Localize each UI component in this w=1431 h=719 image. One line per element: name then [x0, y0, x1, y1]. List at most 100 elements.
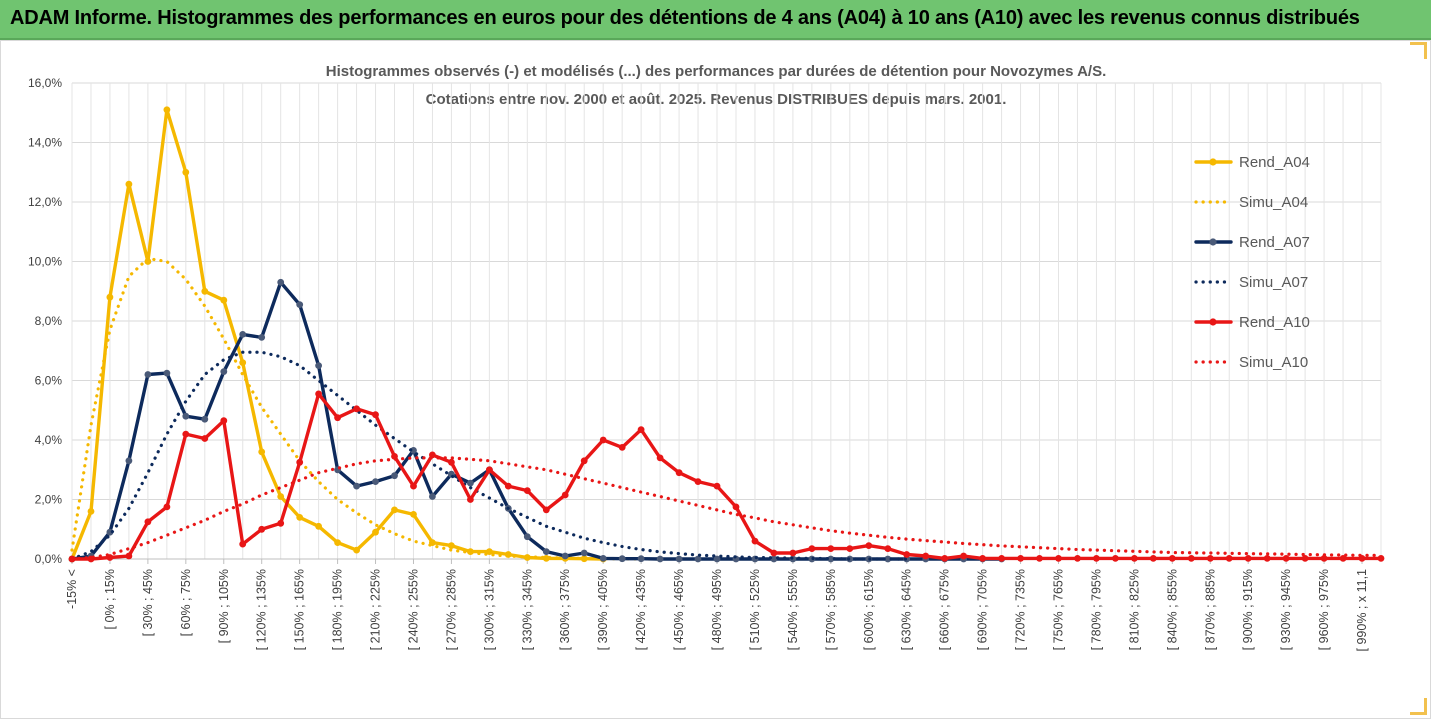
data-point: [1055, 555, 1062, 562]
data-point: [1263, 555, 1271, 562]
data-point: [922, 552, 930, 560]
data-point: [410, 511, 417, 518]
data-point: [1131, 555, 1138, 562]
x-tick-label: [ 360% ; 375%: [558, 569, 572, 650]
data-point: [372, 411, 379, 419]
x-tick-label: [ 690% ; 705%: [976, 569, 990, 650]
data-point: [827, 545, 835, 552]
x-tick-label: [ 90% ; 105%: [217, 569, 231, 643]
report-banner: ADAM Informe. Histogrammes des performan…: [0, 0, 1431, 40]
data-point: [182, 412, 190, 420]
legend-label: Rend_A10: [1239, 314, 1310, 331]
data-point: [315, 522, 322, 530]
series-line: [70, 456, 1383, 561]
data-point: [1149, 555, 1157, 562]
data-point: [410, 482, 417, 490]
data-point: [258, 525, 266, 533]
data-point: [277, 519, 285, 527]
x-tick-label: [ 270% ; 285%: [444, 569, 458, 650]
x-tick-label: [ 540% ; 555%: [786, 569, 800, 650]
x-tick-label: [ 660% ; 675%: [938, 569, 952, 650]
data-point: [239, 359, 247, 366]
x-axis: -15% < [ 0% ; 15% [ 30% ; 45% [ 60% ; 75% [ …: [65, 558, 1381, 651]
data-point: [561, 491, 569, 499]
series-line: [70, 256, 662, 561]
data-point: [258, 448, 266, 456]
data-point: [1225, 555, 1233, 562]
data-point: [599, 555, 607, 562]
legend-item: Rend_A10: [1194, 314, 1310, 331]
data-point: [1093, 555, 1100, 562]
data-point: [694, 555, 702, 563]
data-point: [599, 436, 607, 444]
series-rend-a10: [68, 390, 1385, 563]
y-tick-label: 12,0%: [28, 195, 62, 209]
data-point: [1187, 555, 1195, 562]
x-tick-label: [ 450% ; 465%: [672, 569, 686, 650]
data-point: [296, 458, 304, 466]
data-point: [998, 555, 1005, 562]
data-point: [770, 555, 778, 563]
data-point: [220, 296, 228, 304]
data-point: [163, 503, 171, 511]
data-point: [580, 457, 588, 465]
chart-subtitle: Cotations entre nov. 2000 et août. 2025.…: [426, 91, 1007, 108]
data-point: [353, 405, 360, 413]
data-point: [960, 552, 967, 560]
data-point: [467, 479, 474, 487]
legend-label: Rend_A04: [1239, 154, 1310, 171]
x-tick-label: -15% <: [65, 569, 79, 609]
legend-item: Rend_A07: [1194, 234, 1310, 251]
data-point: [144, 518, 152, 526]
y-tick-label: 10,0%: [28, 255, 62, 269]
data-point: [277, 278, 285, 286]
data-point: [694, 478, 702, 485]
data-point: [1036, 555, 1043, 562]
data-point: [163, 106, 171, 114]
data-point: [675, 555, 683, 563]
x-tick-label: [ 480% ; 495%: [710, 569, 724, 650]
data-point: [220, 417, 228, 425]
x-tick-label: [ 390% ; 405%: [596, 569, 610, 650]
frame-corner-bottom-right: [1410, 698, 1427, 715]
data-point: [353, 546, 360, 554]
x-tick-label: [ 180% ; 195%: [331, 569, 345, 650]
data-point: [429, 493, 436, 500]
data-point: [410, 447, 417, 454]
data-point: [1282, 555, 1290, 562]
data-point: [1320, 555, 1328, 562]
data-point: [770, 549, 778, 557]
chart-title: Histogrammes observés (-) et modélisés (…: [326, 63, 1107, 80]
legend-item: Rend_A04: [1194, 154, 1310, 171]
data-point: [144, 371, 152, 378]
x-tick-label: [ 240% ; 255%: [406, 569, 420, 650]
data-point: [656, 454, 664, 462]
data-point: [979, 555, 986, 562]
y-tick-label: 8,0%: [35, 314, 63, 328]
data-point: [391, 472, 398, 480]
data-point: [865, 542, 873, 549]
data-point: [1074, 555, 1081, 562]
data-point: [1168, 555, 1176, 562]
y-axis: 0,0% 2,0% 4,0% 6,0% 8,0% 10,0% 12,0% 14,0% 16,0%: [28, 76, 62, 566]
x-tick-label: [ 780% ; 795%: [1089, 569, 1103, 650]
x-tick-label: [ 870% ; 885%: [1203, 569, 1217, 650]
data-point: [523, 487, 531, 494]
x-tick-label: [ 510% ; 525%: [748, 569, 762, 650]
data-point: [296, 514, 304, 521]
data-point: [239, 540, 247, 548]
data-point: [125, 180, 133, 188]
y-tick-label: 6,0%: [35, 374, 63, 388]
data-point: [561, 552, 569, 560]
legend-label: Simu_A10: [1239, 354, 1308, 371]
x-tick-label: [ 840% ; 855%: [1165, 569, 1179, 650]
x-tick-label: [ 300% ; 315%: [482, 569, 496, 650]
data-point: [353, 482, 360, 490]
x-tick-label: [ 60% ; 75%: [179, 569, 193, 636]
data-point: [1017, 555, 1024, 562]
data-point: [542, 555, 550, 562]
data-point: [713, 482, 721, 490]
data-point: [618, 555, 626, 563]
y-tick-label: 0,0%: [35, 552, 63, 566]
